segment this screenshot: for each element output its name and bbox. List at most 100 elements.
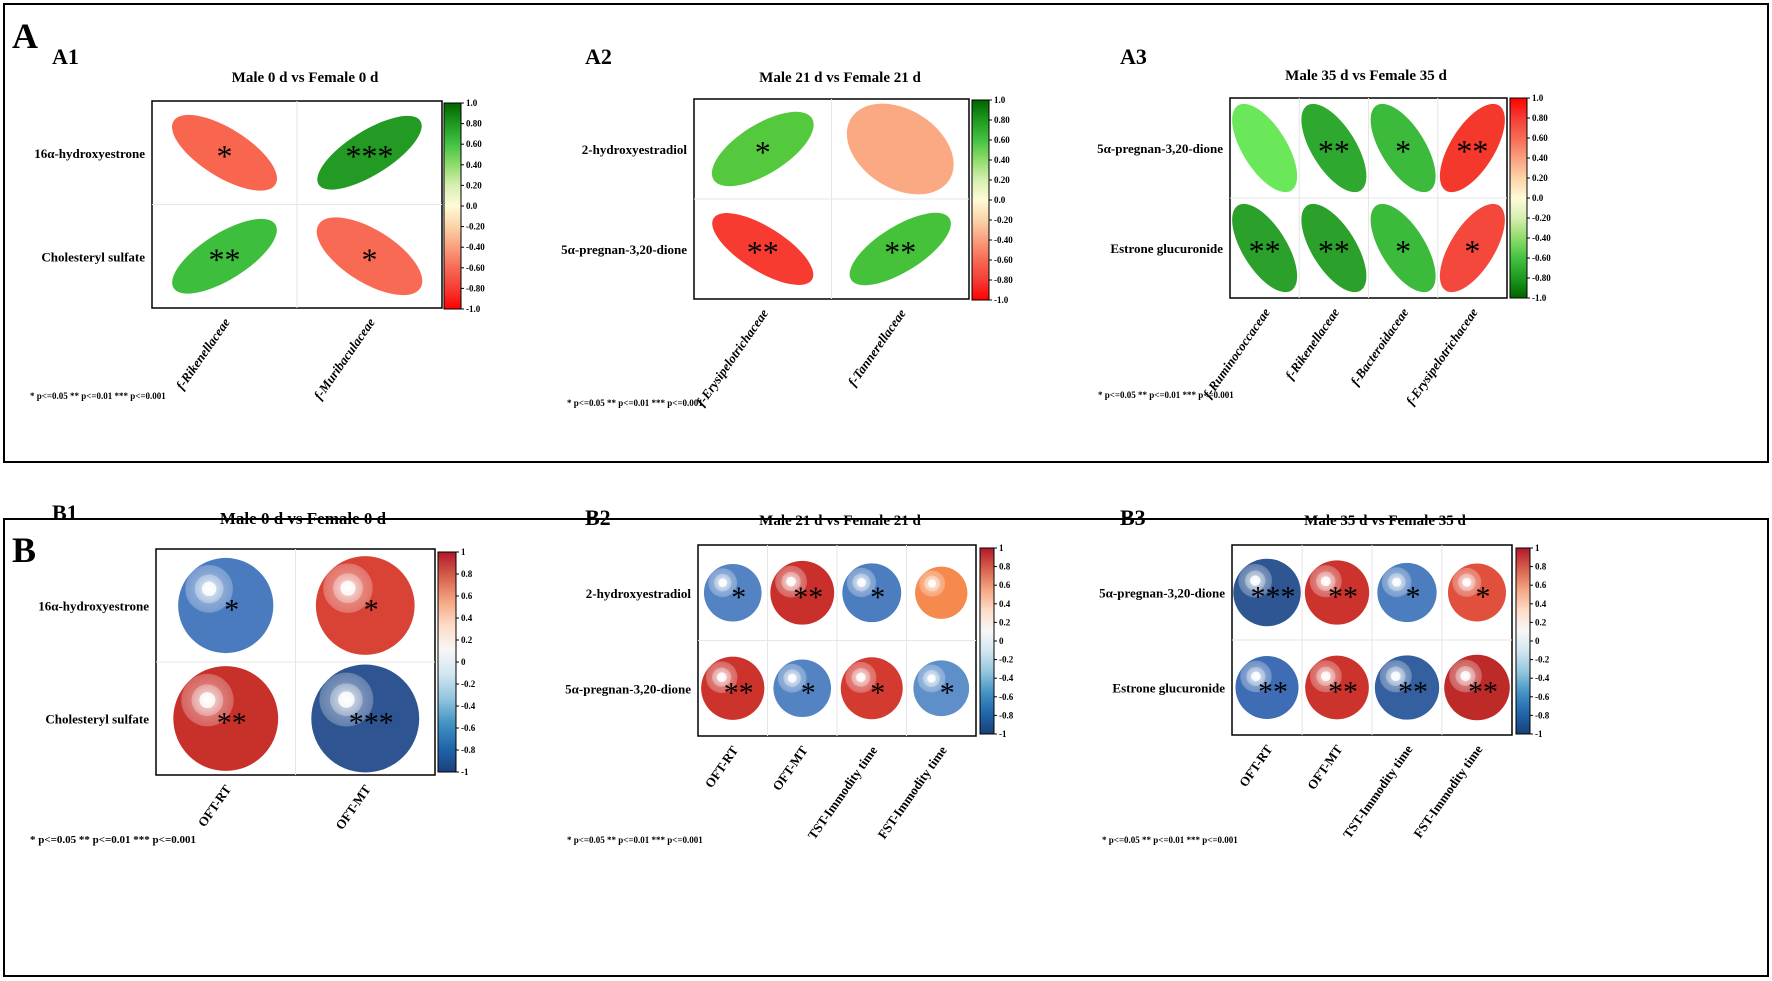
column-label: f-Muribaculaceae: [311, 315, 379, 402]
cell-highlight: [323, 563, 373, 613]
cell-highlight: [1379, 660, 1412, 693]
significance-mark: *: [1464, 233, 1480, 269]
significance-mark: *: [364, 594, 379, 627]
significance-mark: *: [731, 581, 746, 614]
colorbar-tick-label: 0.6: [999, 580, 1011, 590]
heatmap-cell-ellipse: [849, 212, 951, 286]
cell-highlight: [185, 565, 233, 613]
cell-highlight: [181, 673, 234, 727]
chart-title: Male 35 d vs Female 35 d: [1285, 68, 1447, 84]
heatmap-cell-ellipse: [712, 213, 814, 285]
subplot-label: B2: [585, 505, 611, 530]
colorbar-tick-label: -0.20: [466, 222, 485, 232]
colorbar-tick-label: -0.8: [999, 710, 1014, 720]
colorbar-tick-label: -0.80: [994, 275, 1013, 285]
colorbar-tick-label: -0.6: [999, 692, 1014, 702]
column-label: OFT-MT: [769, 743, 811, 793]
colorbar-tick-label: 1.0: [994, 95, 1006, 105]
significance-mark: *: [224, 594, 239, 627]
colorbar-tick-label: -0.60: [994, 255, 1013, 265]
panel-a-frame: [3, 3, 1769, 463]
significance-mark: *: [870, 581, 885, 614]
colorbar-tick-label: 0.20: [466, 180, 482, 190]
colorbar-tick-label: 0.4: [999, 599, 1011, 609]
column-label: f-Rikenellaceae: [1282, 305, 1342, 382]
significance-mark: **: [1468, 676, 1498, 709]
colorbar-tick-label: -0.4: [1535, 673, 1550, 683]
colorbar-tick-label: 0.40: [466, 160, 482, 170]
colorbar-tick-label: -0.2: [461, 679, 476, 689]
row-label: 16α-hydroxyestrone: [34, 146, 145, 161]
heatmap-cell-ellipse: [1370, 203, 1436, 293]
column-label: OFT-RT: [1236, 742, 1276, 790]
significance-mark: **: [217, 707, 247, 740]
cell-highlight: [319, 672, 374, 727]
colorbar-tick-label: 0: [461, 657, 466, 667]
column-label: FST-Immodity time: [875, 743, 950, 842]
colorbar-tick-label: -0.4: [999, 673, 1014, 683]
colorbar-tick-label: 0.2: [461, 635, 473, 645]
significance-mark: **: [793, 581, 823, 614]
colorbar-tick-label: 0.8: [999, 562, 1011, 572]
row-label: Cholesteryl sulfate: [45, 712, 149, 727]
colorbar-tick-label: -1.0: [1532, 293, 1547, 303]
column-label: f-Bacteroidaceae: [1347, 305, 1412, 388]
subplot-b2: B2 Male 21 d vs Female 21 d* ** *** * * *2-hyd…: [565, 505, 977, 845]
cell-highlight: [777, 663, 807, 693]
significance-mark: **: [1318, 133, 1350, 169]
colorbar-gradient: [1515, 547, 1531, 735]
colorbar-tick-label: 0.60: [466, 139, 482, 149]
colorbar-tick-label: -1.0: [994, 295, 1009, 305]
colorbar-b1: 1 0.8 0.6 0.4 0.2 0 -0.2 -0.4 -0.6 -0.8 -1: [437, 547, 476, 777]
colorbar-tick-label: 0.4: [1535, 599, 1547, 609]
row-label: 2-hydroxyestradiol: [582, 142, 688, 157]
colorbar-tick-label: 0.60: [994, 135, 1010, 145]
cell-highlight: [1309, 565, 1342, 598]
subplot-label: A2: [585, 44, 612, 69]
colorbar-tick-label: 0.40: [994, 155, 1010, 165]
colorbar-tick-label: 0.4: [461, 613, 473, 623]
column-label: f-Tannerellaceae: [845, 306, 909, 389]
colorbar-tick-label: 0.40: [1532, 153, 1548, 163]
significance-mark: *: [755, 134, 771, 170]
colorbar-tick-label: 0.20: [994, 175, 1010, 185]
significance-note: * p<=0.05 ** p<=0.01 *** p<=0.001: [567, 835, 703, 845]
subplot-label: B3: [1120, 505, 1146, 530]
column-label: OFT-MT: [332, 782, 374, 832]
cell-highlight: [1381, 567, 1412, 597]
row-label: 16α-hydroxyestrone: [38, 599, 149, 614]
colorbar-tick-label: 0: [999, 636, 1004, 646]
heatmap-cell-ellipse: [1232, 103, 1298, 193]
significance-mark: *: [362, 241, 378, 277]
panel-b-label: B: [12, 530, 36, 570]
row-label: 5α-pregnan-3,20-dione: [1099, 586, 1225, 601]
colorbar-tick-label: -0.40: [994, 235, 1013, 245]
colorbar-tick-label: -1: [1535, 729, 1543, 739]
colorbar-tick-label: -1: [461, 767, 469, 777]
heatmap-cell-ellipse: [317, 115, 422, 190]
significance-mark: *: [940, 676, 955, 709]
colorbar-tick-label: 0.8: [461, 569, 473, 579]
cell-highlight: [1238, 563, 1273, 598]
colorbar-tick-label: 1: [999, 543, 1004, 553]
column-label: f-Ruminococcaceae: [1200, 305, 1273, 401]
colorbar-tick-label: -0.4: [461, 701, 476, 711]
colorbar-a3: 1.0 0.80 0.60 0.40 0.20 0.0 -0.20 -0.40 -0.60 -0.…: [1509, 93, 1551, 303]
row-label: 5α-pregnan-3,20-dione: [1097, 141, 1223, 156]
colorbar-tick-label: -1: [999, 729, 1007, 739]
colorbar-tick-label: -0.80: [466, 283, 485, 293]
significance-mark: ***: [1251, 581, 1296, 614]
significance-mark: **: [1249, 233, 1281, 269]
significance-mark: **: [1456, 133, 1488, 169]
heatmap-cell-ellipse: [1301, 103, 1367, 193]
heatmap-cell-ellipse: [172, 218, 277, 294]
significance-mark: **: [724, 676, 754, 709]
significance-mark: *: [1476, 581, 1491, 614]
chart-title: Male 21 d vs Female 21 d: [759, 70, 921, 86]
subplot-label: A1: [52, 44, 79, 69]
column-label: OFT-MT: [1304, 742, 1346, 792]
cell-highlight: [1449, 659, 1482, 693]
colorbar-tick-label: 0.8: [1535, 562, 1547, 572]
